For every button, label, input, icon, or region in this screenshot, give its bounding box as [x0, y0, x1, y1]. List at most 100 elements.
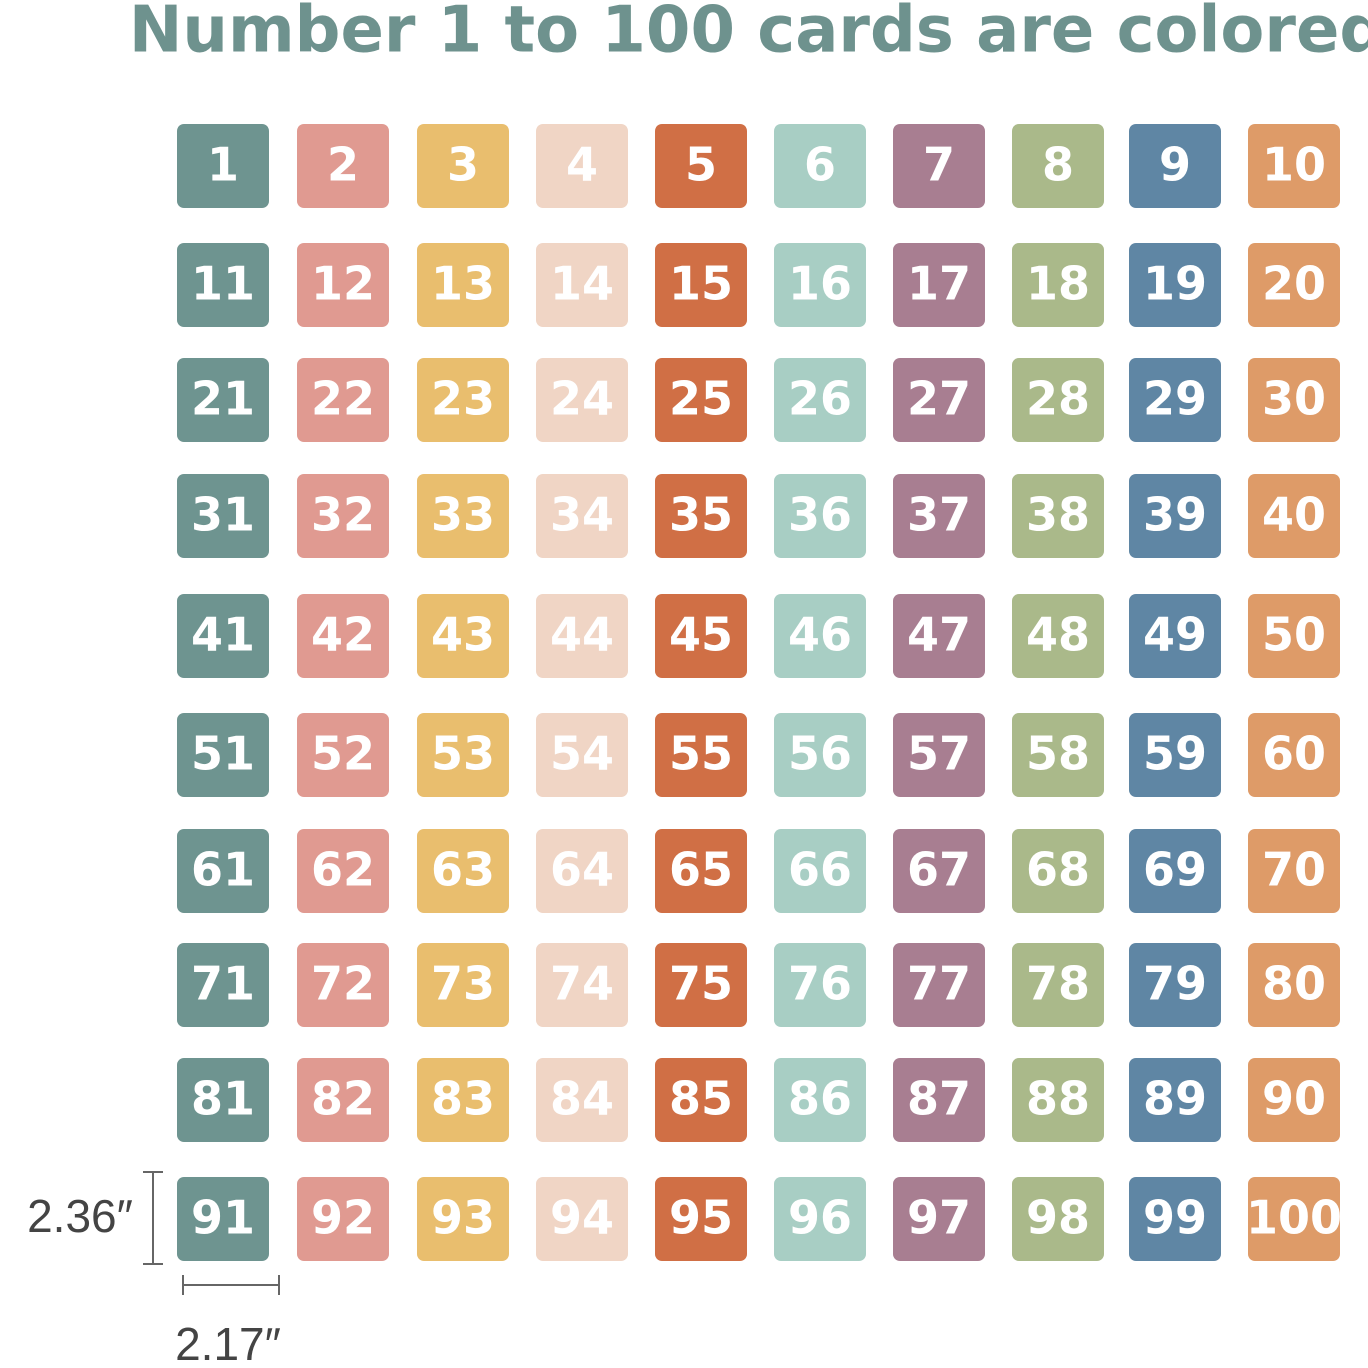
number-card: 61: [177, 829, 269, 913]
number-card: 100: [1246, 1177, 1342, 1261]
card-background: [297, 829, 389, 913]
card-background: [1248, 1177, 1340, 1261]
card-number: 55: [669, 727, 733, 781]
card-number: 6: [804, 138, 836, 192]
card-background: [417, 1058, 509, 1142]
card-number: 71: [191, 957, 255, 1011]
number-card: 75: [655, 943, 747, 1027]
card-background: [1012, 594, 1104, 678]
card-background: [774, 594, 866, 678]
number-card: 44: [536, 594, 628, 678]
number-card: 78: [1012, 943, 1104, 1027]
card-background: [655, 1058, 747, 1142]
card-background: [177, 829, 269, 913]
card-background: [536, 594, 628, 678]
number-card: 22: [297, 358, 389, 442]
card-number: 26: [788, 372, 852, 426]
card-background: [774, 474, 866, 558]
card-background: [536, 713, 628, 797]
card-background: [297, 1058, 389, 1142]
number-card: 52: [297, 713, 389, 797]
card-background: [177, 358, 269, 442]
card-background: [1012, 713, 1104, 797]
number-card: 68: [1012, 829, 1104, 913]
card-background: [1248, 594, 1340, 678]
card-number: 88: [1026, 1072, 1090, 1126]
number-card: 77: [893, 943, 985, 1027]
number-card: 39: [1129, 474, 1221, 558]
number-card: 19: [1129, 243, 1221, 327]
card-background: [1129, 829, 1221, 913]
card-number: 64: [550, 843, 614, 897]
card-background: [1129, 124, 1221, 208]
number-card: 86: [774, 1058, 866, 1142]
number-card: 23: [417, 358, 509, 442]
card-background: [1248, 124, 1340, 208]
number-card: 40: [1248, 474, 1340, 558]
number-card: 91: [177, 1177, 269, 1261]
card-number: 32: [311, 488, 375, 542]
number-card: 33: [417, 474, 509, 558]
card-number: 72: [311, 957, 375, 1011]
number-card: 65: [655, 829, 747, 913]
height-dimension: 2.36″: [27, 1171, 163, 1265]
card-number: 90: [1262, 1072, 1326, 1126]
number-card: 64: [536, 829, 628, 913]
number-card: 88: [1012, 1058, 1104, 1142]
card-number: 51: [191, 727, 255, 781]
card-background: [417, 474, 509, 558]
card-number: 50: [1262, 608, 1326, 662]
number-card: 43: [417, 594, 509, 678]
card-number: 14: [550, 257, 614, 311]
number-card: 20: [1248, 243, 1340, 327]
number-card: 18: [1012, 243, 1104, 327]
number-card: 96: [774, 1177, 866, 1261]
card-background: [417, 713, 509, 797]
card-number: 38: [1026, 488, 1090, 542]
number-card: 36: [774, 474, 866, 558]
card-number: 99: [1143, 1191, 1207, 1245]
card-background: [1012, 1058, 1104, 1142]
number-card: 90: [1248, 1058, 1340, 1142]
card-background: [1129, 243, 1221, 327]
number-card: 98: [1012, 1177, 1104, 1261]
number-card: 45: [655, 594, 747, 678]
card-number: 11: [191, 257, 255, 311]
card-background: [774, 713, 866, 797]
card-number: 4: [566, 138, 598, 192]
card-number: 21: [191, 372, 255, 426]
card-number: 73: [431, 957, 495, 1011]
number-card: 26: [774, 358, 866, 442]
card-number: 48: [1026, 608, 1090, 662]
card-number: 18: [1026, 257, 1090, 311]
card-number: 70: [1262, 843, 1326, 897]
number-card: 81: [177, 1058, 269, 1142]
card-number: 23: [431, 372, 495, 426]
width-dimension: 2.17″: [175, 1275, 281, 1368]
card-background: [536, 829, 628, 913]
card-background: [297, 358, 389, 442]
number-card: 42: [297, 594, 389, 678]
card-number: 37: [907, 488, 971, 542]
number-card: 2: [297, 124, 389, 208]
card-background: [177, 474, 269, 558]
number-card: 59: [1129, 713, 1221, 797]
number-card: 27: [893, 358, 985, 442]
number-card: 97: [893, 1177, 985, 1261]
number-card: 76: [774, 943, 866, 1027]
card-background: [1012, 474, 1104, 558]
number-card: 3: [417, 124, 509, 208]
card-background: [1129, 1058, 1221, 1142]
card-background: [655, 829, 747, 913]
card-number: 47: [907, 608, 971, 662]
card-number: 93: [431, 1191, 495, 1245]
card-background: [655, 713, 747, 797]
number-card: 70: [1248, 829, 1340, 913]
card-background: [893, 943, 985, 1027]
card-number: 76: [788, 957, 852, 1011]
card-background: [893, 243, 985, 327]
card-background: [1129, 474, 1221, 558]
card-number: 3: [447, 138, 479, 192]
card-number: 66: [788, 843, 852, 897]
